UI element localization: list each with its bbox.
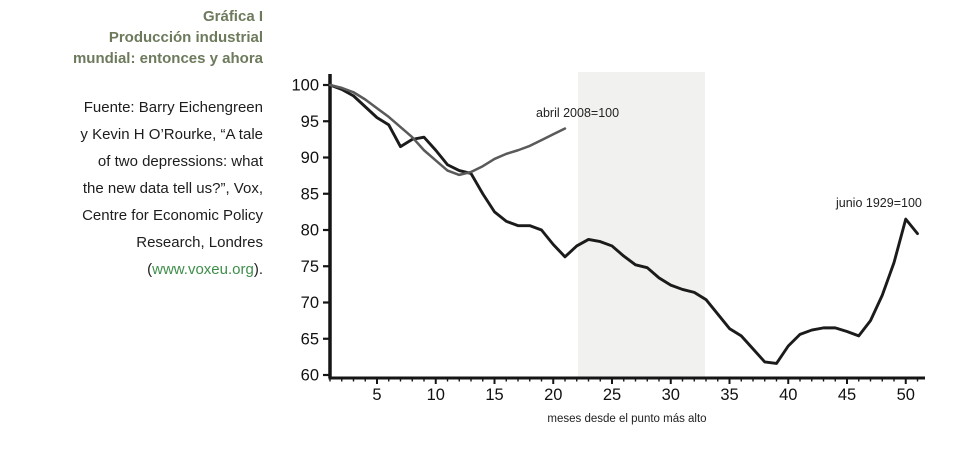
figure-source: Fuente: Barry Eichengreen y Kevin H O’Ro…	[0, 94, 263, 283]
source-line-2: y Kevin H O’Rourke, “A tale	[80, 126, 263, 143]
series-label-1929: junio 1929=100	[836, 196, 922, 210]
y-tick-label: 80	[301, 222, 319, 240]
y-tick-label: 65	[301, 330, 319, 348]
source-line-3: of two depressions: what	[97, 153, 263, 170]
x-tick-label: 25	[603, 386, 621, 404]
x-axis-label: meses desde el punto más alto	[547, 413, 707, 425]
x-tick-label: 40	[779, 386, 797, 404]
figure-title-line-1: Producción industrial	[108, 29, 263, 46]
link-prefix: (	[147, 261, 153, 278]
series-label-2008: abril 2008=100	[536, 106, 620, 120]
series-line-1929	[328, 83, 919, 365]
caption-panel: Gráfica I Producción industrial mundial:…	[0, 6, 263, 283]
figure-heading: Gráfica I Producción industrial mundial:…	[0, 6, 263, 69]
x-tick-label: 35	[720, 386, 738, 404]
chart-svg: 100 95 90 85 80 75 70 65 60 5 10 15 20 25 30 35 40 45 50	[291, 72, 925, 404]
chart-area: 100 95 90 85 80 75 70 65 60 5 10 15 20 25 30 35 40 45 50 a…	[285, 0, 959, 451]
source-line-6: Research, Londres	[136, 234, 263, 251]
y-tick-label: 90	[301, 149, 319, 167]
series-line-2008	[328, 83, 567, 177]
x-tick-label: 30	[662, 386, 680, 404]
link-suffix: ).	[253, 261, 263, 278]
source-line-5: Centre for Economic Policy	[82, 207, 263, 224]
x-tick-label: 20	[544, 386, 562, 404]
y-tick-label: 100	[291, 77, 319, 95]
y-tick-label: 75	[301, 258, 319, 276]
y-tick-label: 60	[301, 367, 319, 385]
source-line-1: Fuente: Barry Eichengreen	[83, 99, 263, 116]
x-tick-label: 45	[838, 386, 856, 404]
source-line-link: (www.voxeu.org).	[0, 256, 263, 283]
source-line-4: the new data tell us?”, Vox,	[82, 180, 263, 197]
x-tick-label: 15	[485, 386, 503, 404]
y-tick-label: 85	[301, 185, 319, 203]
figure-label: Gráfica I	[202, 8, 263, 25]
y-tick-label: 95	[301, 113, 319, 131]
scan-artifact-band	[578, 72, 705, 378]
x-tick-label: 10	[427, 386, 445, 404]
y-tick-label: 70	[301, 294, 319, 312]
x-tick-label: 5	[372, 386, 381, 404]
voxeu-link[interactable]: www.voxeu.org	[152, 261, 254, 278]
x-tick-label: 50	[897, 386, 915, 404]
figure-title-line-2: mundial: entonces y ahora	[72, 50, 263, 67]
